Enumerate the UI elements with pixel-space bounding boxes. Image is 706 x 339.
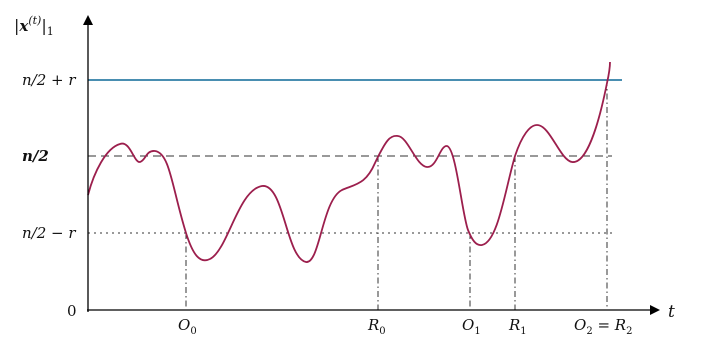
x-label-r1: R1 — [508, 316, 527, 337]
x-label-r0: R0 — [367, 316, 386, 337]
y-tick-middle: n/2 — [22, 147, 49, 165]
y-tick-upper: n/2 + r — [22, 71, 76, 89]
x-label-o2r2: O2 = R2 — [574, 316, 632, 337]
y-tick-zero: 0 — [67, 302, 77, 320]
x-label-o0: O0 — [178, 316, 197, 337]
x-label-o1: O1 — [462, 316, 481, 337]
y-tick-lower: n/2 − r — [22, 224, 76, 242]
y-axis-label: |x(t)|1 — [14, 14, 54, 38]
x-axis-label: t — [668, 302, 675, 322]
curve — [87, 61, 611, 263]
